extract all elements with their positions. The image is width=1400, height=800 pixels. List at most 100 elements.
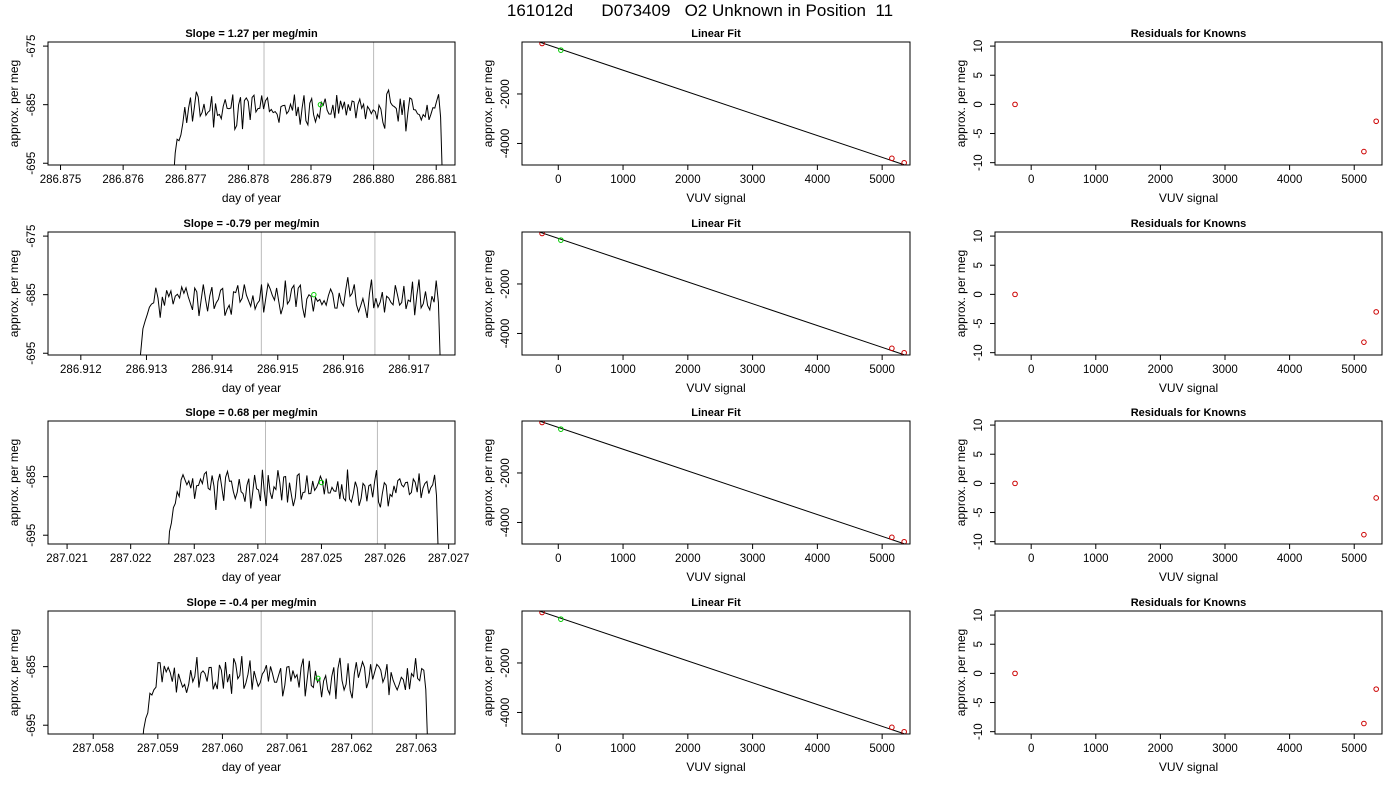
x-tick-label: 4000 <box>1277 743 1303 755</box>
x-axis-label: VUV signal <box>686 191 745 205</box>
x-tick-label: 0 <box>1028 174 1034 186</box>
time-panel-frame <box>47 420 456 545</box>
data-series-line <box>168 469 439 544</box>
y-tick-label: -2000 <box>500 269 512 298</box>
x-tick-label: 5000 <box>1341 553 1367 565</box>
x-tick-label: 2000 <box>675 743 701 755</box>
x-tick-label: 0 <box>1028 743 1034 755</box>
known-point <box>889 534 895 541</box>
x-tick-label: 5000 <box>869 174 895 186</box>
x-tick-label: 286.914 <box>191 364 233 376</box>
fit-line <box>537 42 905 165</box>
x-tick-label: 3000 <box>1212 364 1238 376</box>
x-tick-label: 1000 <box>610 174 636 186</box>
x-axis-label: day of year <box>222 760 281 774</box>
x-tick-label: 4000 <box>1277 174 1303 186</box>
x-axis-label: VUV signal <box>1159 760 1218 774</box>
residual-point <box>1012 101 1018 108</box>
known-point <box>539 232 545 237</box>
time-panel-frame <box>47 610 456 735</box>
x-tick-label: 287.062 <box>331 743 373 755</box>
y-axis-label: approx. per meg <box>7 250 21 337</box>
resid-panel-title: Residuals for Knowns <box>1131 218 1247 230</box>
data-series-line <box>173 88 443 165</box>
residual-point <box>1373 495 1379 501</box>
residual-point <box>1361 531 1367 538</box>
unknown-marker <box>318 479 325 486</box>
y-axis-label: approx. per meg <box>954 250 968 337</box>
y-axis-label: approx. per meg <box>481 439 495 526</box>
y-axis-label: approx. per meg <box>481 629 495 716</box>
residual-point <box>1012 480 1018 487</box>
x-tick-label: 286.878 <box>228 174 270 186</box>
y-tick-label: 10 <box>973 230 985 243</box>
resid-panel-frame <box>994 231 1383 356</box>
known-point <box>539 42 545 47</box>
time-plot-area <box>173 42 443 165</box>
y-axis-label: approx. per meg <box>7 60 21 147</box>
fit-plot-area <box>537 611 907 734</box>
fit-panel-title: Linear Fit <box>691 407 741 419</box>
y-tick-label: -10 <box>973 533 985 550</box>
x-tick-label: 286.912 <box>60 364 102 376</box>
data-series-line <box>142 656 428 734</box>
unknown-marker <box>317 101 324 108</box>
x-tick-label: 2000 <box>675 174 701 186</box>
x-tick-label: 3000 <box>1212 174 1238 186</box>
x-tick-label: 287.022 <box>110 553 152 565</box>
time-plot-area <box>168 421 439 544</box>
y-tick-label: -10 <box>973 723 985 740</box>
x-tick-label: 2000 <box>675 364 701 376</box>
time-panel-title: Slope = -0.4 per meg/min <box>187 597 317 609</box>
y-axis-label: approx. per meg <box>481 60 495 147</box>
resid-plot-area <box>1012 670 1379 727</box>
x-tick-label: 2000 <box>1148 553 1174 565</box>
y-tick-label: 0 <box>973 670 985 676</box>
x-tick-label: 5000 <box>869 364 895 376</box>
unknown-point <box>558 426 564 432</box>
time-plot-area <box>139 232 441 355</box>
y-tick-label: 0 <box>973 291 985 297</box>
known-point <box>889 155 895 162</box>
x-tick-label: 1000 <box>610 743 636 755</box>
y-tick-label: 5 <box>973 451 985 457</box>
x-axis-label: day of year <box>222 381 281 395</box>
x-tick-label: 287.059 <box>137 743 179 755</box>
fit-line <box>537 611 905 734</box>
data-series-line <box>139 277 441 355</box>
y-axis-label: approx. per meg <box>7 439 21 526</box>
y-tick-label: -695 <box>26 714 38 737</box>
y-tick-label: -4000 <box>500 319 512 348</box>
x-tick-label: 5000 <box>1341 364 1367 376</box>
y-tick-label: -4000 <box>500 698 512 727</box>
x-tick-label: 5000 <box>1341 174 1367 186</box>
residual-point <box>1373 686 1379 692</box>
fit-plot-area <box>537 232 907 355</box>
residual-point <box>1361 720 1367 727</box>
y-tick-label: -685 <box>26 93 38 116</box>
y-tick-label: 10 <box>973 40 985 53</box>
known-point <box>901 159 907 165</box>
resid-panel-title: Residuals for Knowns <box>1131 407 1247 419</box>
y-tick-label: -2000 <box>500 79 512 108</box>
x-tick-label: 5000 <box>869 553 895 565</box>
x-tick-label: 2000 <box>675 553 701 565</box>
y-tick-label: -5 <box>973 128 985 138</box>
resid-panel-frame <box>994 41 1383 166</box>
known-point <box>889 724 895 731</box>
y-axis-label: approx. per meg <box>954 60 968 147</box>
y-tick-label: -10 <box>973 344 985 361</box>
fit-panel-title: Linear Fit <box>691 28 741 40</box>
x-tick-label: 0 <box>555 743 561 755</box>
known-point <box>539 611 545 616</box>
y-axis-label: approx. per meg <box>7 629 21 716</box>
fit-panel-title: Linear Fit <box>691 218 741 230</box>
x-tick-label: 0 <box>1028 364 1034 376</box>
x-axis-label: VUV signal <box>1159 570 1218 584</box>
x-tick-label: 287.024 <box>237 553 279 565</box>
residual-point <box>1012 670 1018 677</box>
x-tick-label: 286.917 <box>388 364 430 376</box>
x-axis-label: day of year <box>222 191 281 205</box>
y-tick-label: -4000 <box>500 508 512 537</box>
